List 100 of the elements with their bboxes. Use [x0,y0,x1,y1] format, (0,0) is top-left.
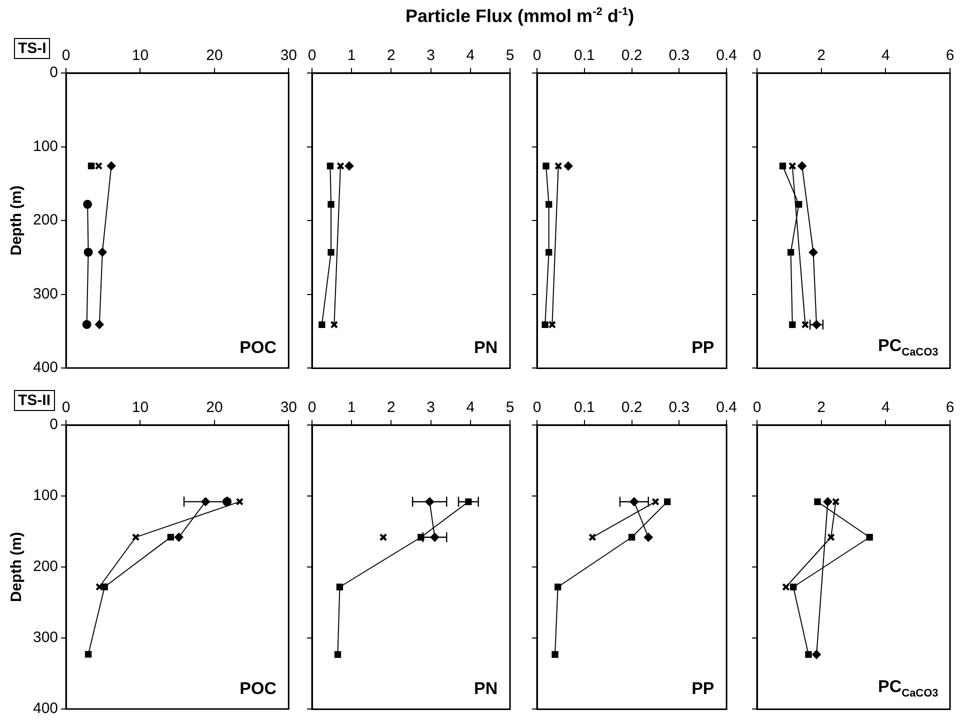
point [546,249,552,256]
x-tick-label: 0.2 [621,47,642,64]
point [554,584,562,590]
point [106,161,116,170]
point [808,248,818,257]
x-tick-label: 10 [132,399,149,416]
chart-subtitle: TS-I [14,38,50,59]
x-tick-label: 0.2 [621,399,642,416]
x-tick-label: 6 [946,399,954,416]
x-tick-label: 0.3 [668,47,690,64]
point [318,321,326,328]
point [664,498,671,506]
text: PN [474,338,498,358]
x-tick-label: 2 [817,47,826,64]
point [174,532,184,542]
point [330,320,338,329]
point [789,321,796,328]
text: PC$_{CaCO3}$ [878,336,938,359]
x-tick-label: 30 [280,47,297,64]
x-tick-label: 0 [752,47,762,64]
x-tick-label: 2 [817,399,826,416]
y-tick-label: 400 [32,700,58,718]
x-tick-label: 0 [752,399,762,416]
x-tick-label: 3 [426,47,435,64]
y-tick-label: 400 [32,359,58,376]
y-tick-label: 0 [50,416,58,434]
point [814,498,821,506]
point [88,162,95,170]
y-tick-label: 200 [32,212,58,229]
y-tick-label: 100 [32,487,58,504]
point [542,162,550,170]
point [779,162,786,170]
point [334,651,342,658]
chart-subtitle: TS-II [14,390,54,411]
point [588,533,596,542]
x-tick-label: 6 [946,47,954,64]
point [866,534,873,541]
x-tick-label: 20 [206,47,223,64]
x-tick-label: 3 [426,399,435,416]
x-tick-label: 0 [62,399,70,416]
point [328,201,334,208]
y-tick-label: 300 [32,285,58,302]
text: PP [692,338,714,358]
point [795,201,802,208]
point [564,161,573,170]
x-tick-label: 10 [132,47,149,64]
point [823,497,832,506]
point [542,321,548,328]
x-tick-label: 4 [466,399,475,416]
x-tick-label: 30 [280,399,297,416]
text: PP [692,679,714,700]
x-tick-label: 0.4 [716,47,738,64]
x-tick-label: 1 [347,47,356,64]
x-tick-label: 4 [881,47,890,64]
y-axis-title: Depth (m) [8,532,26,602]
x-tick-label: 0.4 [716,399,738,416]
point [552,651,558,658]
point [84,248,93,257]
point [82,320,92,329]
point [328,249,334,256]
y-axis-title: Depth (m) [8,186,26,256]
point [801,320,810,329]
point [788,162,796,170]
point [548,320,556,329]
point [798,161,807,170]
x-tick-label: 0.1 [574,47,595,64]
x-tick-label: 5 [506,399,514,416]
point [628,534,636,541]
y-tick-label: 0 [50,64,58,82]
point [336,584,344,590]
point [787,249,794,256]
x-tick-label: 2 [387,47,396,64]
point [832,498,840,506]
point [94,320,104,329]
x-tick-label: 0.1 [574,399,595,416]
point [652,498,660,506]
x-tick-label: 1 [347,399,356,416]
text: Particle Flux (mmol m$^{-2}$ d$^{-1}$) [406,6,634,27]
point [546,201,552,208]
y-tick-label: 100 [32,138,58,155]
x-tick-label: 4 [881,399,890,416]
point [236,498,244,506]
text: POC [240,338,276,358]
point [98,248,107,257]
text: POC [240,679,276,699]
point [812,650,822,659]
text: PC$_{CaCO3}$ [878,677,938,700]
point [782,583,790,591]
x-tick-label: 0 [308,399,316,416]
point [805,651,812,658]
text: PN [474,679,498,700]
point [83,200,92,209]
x-tick-label: 0.3 [668,399,690,416]
point [167,534,174,541]
x-tick-label: 0 [62,47,70,64]
x-tick-label: 5 [506,47,514,64]
point [554,162,562,170]
y-tick-label: 300 [32,629,58,646]
x-tick-label: 0 [532,399,542,416]
x-tick-label: 4 [466,47,475,64]
